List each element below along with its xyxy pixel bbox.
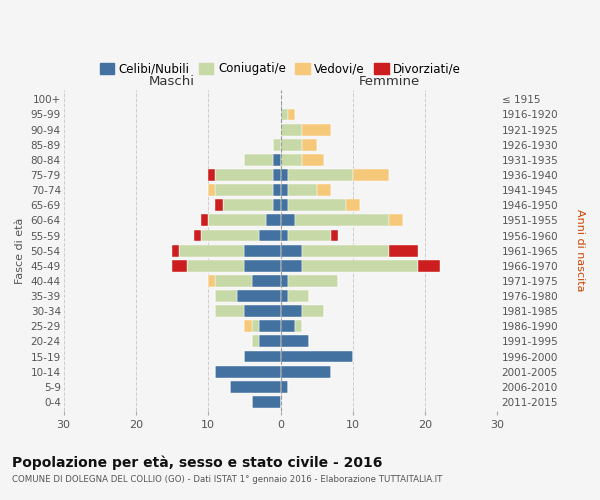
Bar	[244, 154, 273, 166]
Bar	[273, 200, 281, 211]
Bar	[281, 350, 353, 362]
Bar	[288, 290, 310, 302]
Bar	[273, 184, 281, 196]
Bar	[302, 260, 418, 272]
Bar	[389, 244, 418, 256]
Bar	[230, 381, 281, 392]
Text: Femmine: Femmine	[358, 75, 419, 88]
Bar	[281, 366, 331, 378]
Bar	[281, 336, 310, 347]
Bar	[281, 305, 302, 317]
Bar	[288, 184, 317, 196]
Bar	[244, 320, 251, 332]
Bar	[215, 290, 237, 302]
Bar	[317, 184, 331, 196]
Text: COMUNE DI DOLEGNA DEL COLLIO (GO) - Dati ISTAT 1° gennaio 2016 - Elaborazione TU: COMUNE DI DOLEGNA DEL COLLIO (GO) - Dati…	[12, 475, 442, 484]
Bar	[215, 305, 244, 317]
Bar	[281, 214, 295, 226]
Bar	[281, 154, 302, 166]
Bar	[281, 200, 288, 211]
Bar	[215, 184, 273, 196]
Bar	[281, 108, 288, 120]
Bar	[281, 381, 288, 392]
Bar	[215, 169, 273, 181]
Bar	[273, 169, 281, 181]
Bar	[281, 275, 288, 287]
Text: Popolazione per età, sesso e stato civile - 2016: Popolazione per età, sesso e stato civil…	[12, 455, 382, 469]
Bar	[172, 244, 179, 256]
Bar	[281, 124, 302, 136]
Bar	[281, 260, 302, 272]
Bar	[331, 230, 338, 241]
Bar	[172, 260, 187, 272]
Bar	[244, 260, 281, 272]
Bar	[288, 275, 338, 287]
Bar	[273, 154, 281, 166]
Bar	[259, 336, 281, 347]
Bar	[266, 214, 281, 226]
Bar	[302, 154, 324, 166]
Bar	[295, 320, 302, 332]
Bar	[251, 320, 259, 332]
Y-axis label: Anni di nascita: Anni di nascita	[575, 210, 585, 292]
Bar	[259, 230, 281, 241]
Bar	[244, 244, 281, 256]
Bar	[244, 305, 281, 317]
Legend: Celibi/Nubili, Coniugati/e, Vedovi/e, Divorziati/e: Celibi/Nubili, Coniugati/e, Vedovi/e, Di…	[95, 58, 466, 80]
Bar	[187, 260, 244, 272]
Bar	[295, 214, 389, 226]
Bar	[251, 336, 259, 347]
Bar	[353, 169, 389, 181]
Bar	[302, 305, 324, 317]
Bar	[215, 275, 251, 287]
Bar	[201, 214, 208, 226]
Bar	[208, 214, 266, 226]
Bar	[288, 230, 331, 241]
Bar	[281, 139, 302, 150]
Bar	[201, 230, 259, 241]
Bar	[281, 290, 288, 302]
Bar	[281, 244, 302, 256]
Bar	[179, 244, 244, 256]
Text: Maschi: Maschi	[149, 75, 195, 88]
Bar	[302, 124, 331, 136]
Bar	[273, 139, 281, 150]
Bar	[208, 275, 215, 287]
Bar	[418, 260, 440, 272]
Bar	[389, 214, 403, 226]
Bar	[251, 396, 281, 408]
Bar	[281, 184, 288, 196]
Bar	[281, 230, 288, 241]
Bar	[215, 200, 223, 211]
Bar	[237, 290, 281, 302]
Bar	[281, 169, 288, 181]
Bar	[244, 350, 281, 362]
Bar	[288, 169, 353, 181]
Bar	[194, 230, 201, 241]
Bar	[288, 200, 346, 211]
Bar	[215, 366, 281, 378]
Bar	[208, 184, 215, 196]
Bar	[208, 169, 215, 181]
Bar	[302, 244, 389, 256]
Bar	[259, 320, 281, 332]
Bar	[251, 275, 281, 287]
Bar	[288, 108, 295, 120]
Bar	[281, 320, 295, 332]
Bar	[302, 139, 317, 150]
Bar	[223, 200, 273, 211]
Y-axis label: Fasce di età: Fasce di età	[15, 218, 25, 284]
Bar	[346, 200, 360, 211]
